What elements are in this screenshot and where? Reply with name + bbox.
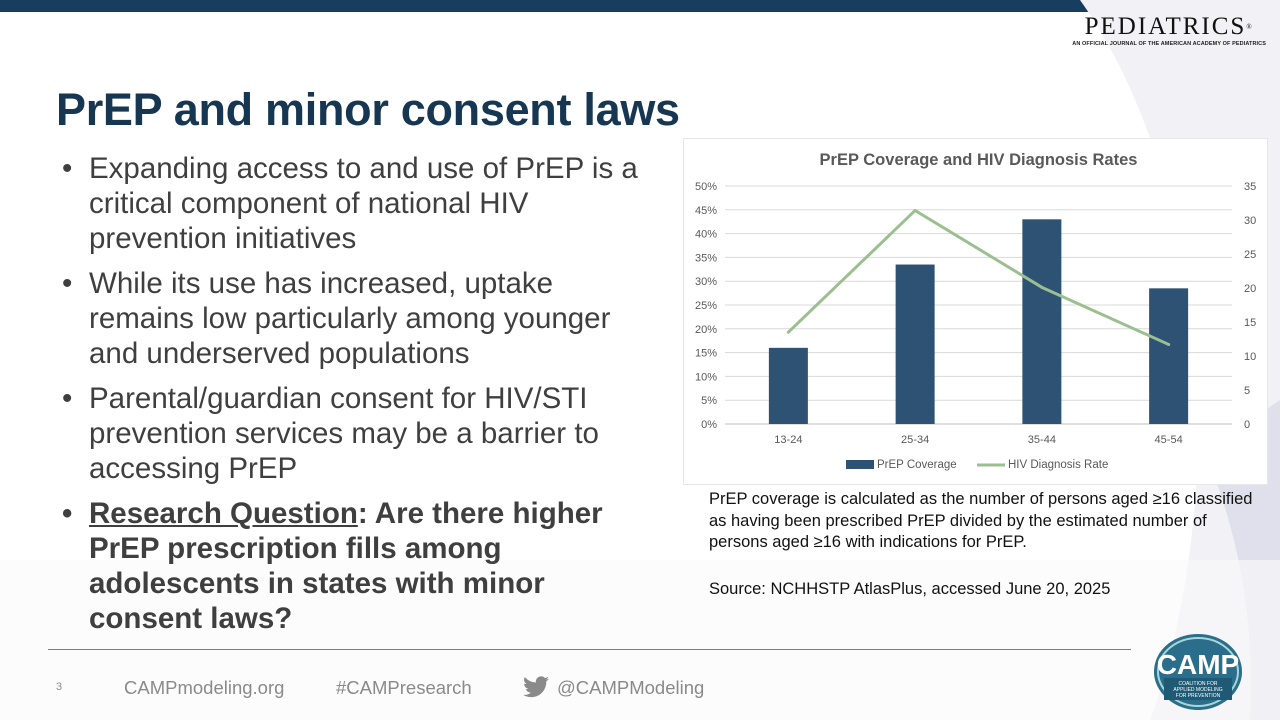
bullet-text: While its use has increased, uptake rema…	[89, 267, 611, 370]
y-left-tick-label: 30%	[695, 276, 717, 288]
bullet-dot: •	[62, 267, 73, 300]
bullet-item: • Expanding access to and use of PrEP is …	[62, 151, 662, 256]
y-left-tick-label: 20%	[695, 324, 717, 336]
footer-divider	[48, 649, 1131, 650]
y-right-tick-label: 30	[1244, 215, 1256, 227]
x-tick-label: 35-44	[1028, 434, 1056, 446]
bullet-text: Parental/guardian consent for HIV/STI pr…	[89, 382, 599, 485]
x-tick-label: 45-54	[1155, 434, 1183, 446]
y-left-tick-label: 25%	[695, 300, 717, 312]
y-left-tick-label: 40%	[695, 229, 717, 241]
line-point	[786, 330, 790, 334]
bullet-dot: •	[62, 382, 73, 415]
bullet-dot: •	[62, 152, 73, 185]
twitter-handle-link[interactable]: @CAMPModeling	[557, 677, 705, 698]
twitter-icon	[523, 676, 549, 698]
legend-label: HIV Diagnosis Rate	[1008, 459, 1108, 471]
y-right-tick-label: 15	[1244, 317, 1256, 329]
top-bar	[0, 0, 1280, 12]
legend-label: PrEP Coverage	[877, 459, 957, 471]
y-right-tick-label: 5	[1244, 385, 1250, 397]
bar	[1022, 219, 1062, 424]
camp-logo: CAMP COALITION FOR APPLIED MODELING FOR …	[1154, 634, 1242, 710]
research-question-label: Research Question	[89, 497, 358, 530]
y-right-tick-label: 35	[1244, 181, 1256, 193]
slide-title: PrEP and minor consent laws	[56, 84, 680, 135]
page-number: 3	[56, 681, 63, 693]
bullet-item: • While its use has increased, uptake rem…	[62, 266, 662, 371]
camp-logo-sub: FOR PREVENTION	[1176, 693, 1221, 699]
y-right-tick-label: 10	[1244, 351, 1256, 363]
chart-title: PrEP Coverage and HIV Diagnosis Rates	[820, 151, 1138, 169]
series-line-hiv	[786, 208, 1171, 346]
journal-name: PEDIATRICS	[1084, 13, 1247, 40]
y-left-tick-label: 5%	[701, 395, 717, 407]
bullet-text: Expanding access to and use of PrEP is a…	[89, 152, 638, 255]
chart: PrEP Coverage and HIV Diagnosis Rates 0% 5…	[683, 138, 1268, 485]
bar	[895, 264, 935, 424]
chart-note: PrEP coverage is calculated as the numbe…	[709, 490, 1253, 551]
website-link[interactable]: CAMPmodeling.org	[124, 677, 285, 698]
camp-logo-sub: COALITION FOR	[1179, 681, 1218, 687]
y-left-tick-label: 15%	[695, 348, 717, 360]
chart-source: Source: NCHHSTP AtlasPlus, accessed June…	[709, 580, 1111, 598]
legend-swatch-bar	[846, 460, 874, 469]
research-question-text: : Are there higher PrEP prescription fil…	[89, 497, 603, 635]
y-left-tick-label: 0%	[701, 419, 717, 431]
y-left-tick-label: 10%	[695, 371, 717, 383]
hashtag-link[interactable]: #CAMPresearch	[336, 677, 472, 698]
y-left-tick-label: 35%	[695, 252, 717, 264]
y-left-tick-label: 45%	[695, 205, 717, 217]
camp-logo-sub: APPLIED MODELING	[1173, 687, 1222, 693]
x-tick-label: 25-34	[901, 434, 929, 446]
bar	[768, 347, 808, 424]
y-right-tick-label: 25	[1244, 249, 1256, 261]
journal-logo: PEDIATRICS® AN OFFICIAL JOURNAL OF THE A…	[1072, 13, 1266, 48]
y-right-tick-label: 20	[1244, 283, 1256, 295]
bullet-item: • Parental/guardian consent for HIV/STI p…	[62, 381, 662, 486]
line-point	[1040, 285, 1044, 289]
camp-logo-text: CAMP	[1157, 649, 1239, 680]
bar	[1149, 288, 1189, 424]
chart-svg: PrEP Coverage and HIV Diagnosis Rates 0% 5…	[695, 151, 1256, 471]
line-point	[913, 208, 917, 212]
y-right-tick-label: 0	[1244, 419, 1250, 431]
journal-reg-mark: ®	[1246, 23, 1254, 31]
line-point	[1167, 342, 1171, 346]
bullet-dot: •	[62, 497, 73, 530]
journal-tagline: AN OFFICIAL JOURNAL OF THE AMERICAN ACAD…	[1072, 41, 1266, 47]
x-tick-label: 13-24	[774, 434, 802, 446]
y-left-tick-label: 50%	[695, 181, 717, 193]
research-question: • Research Question: Are there higher PrE…	[62, 496, 662, 636]
bullet-list: • Expanding access to and use of PrEP is …	[62, 151, 662, 646]
